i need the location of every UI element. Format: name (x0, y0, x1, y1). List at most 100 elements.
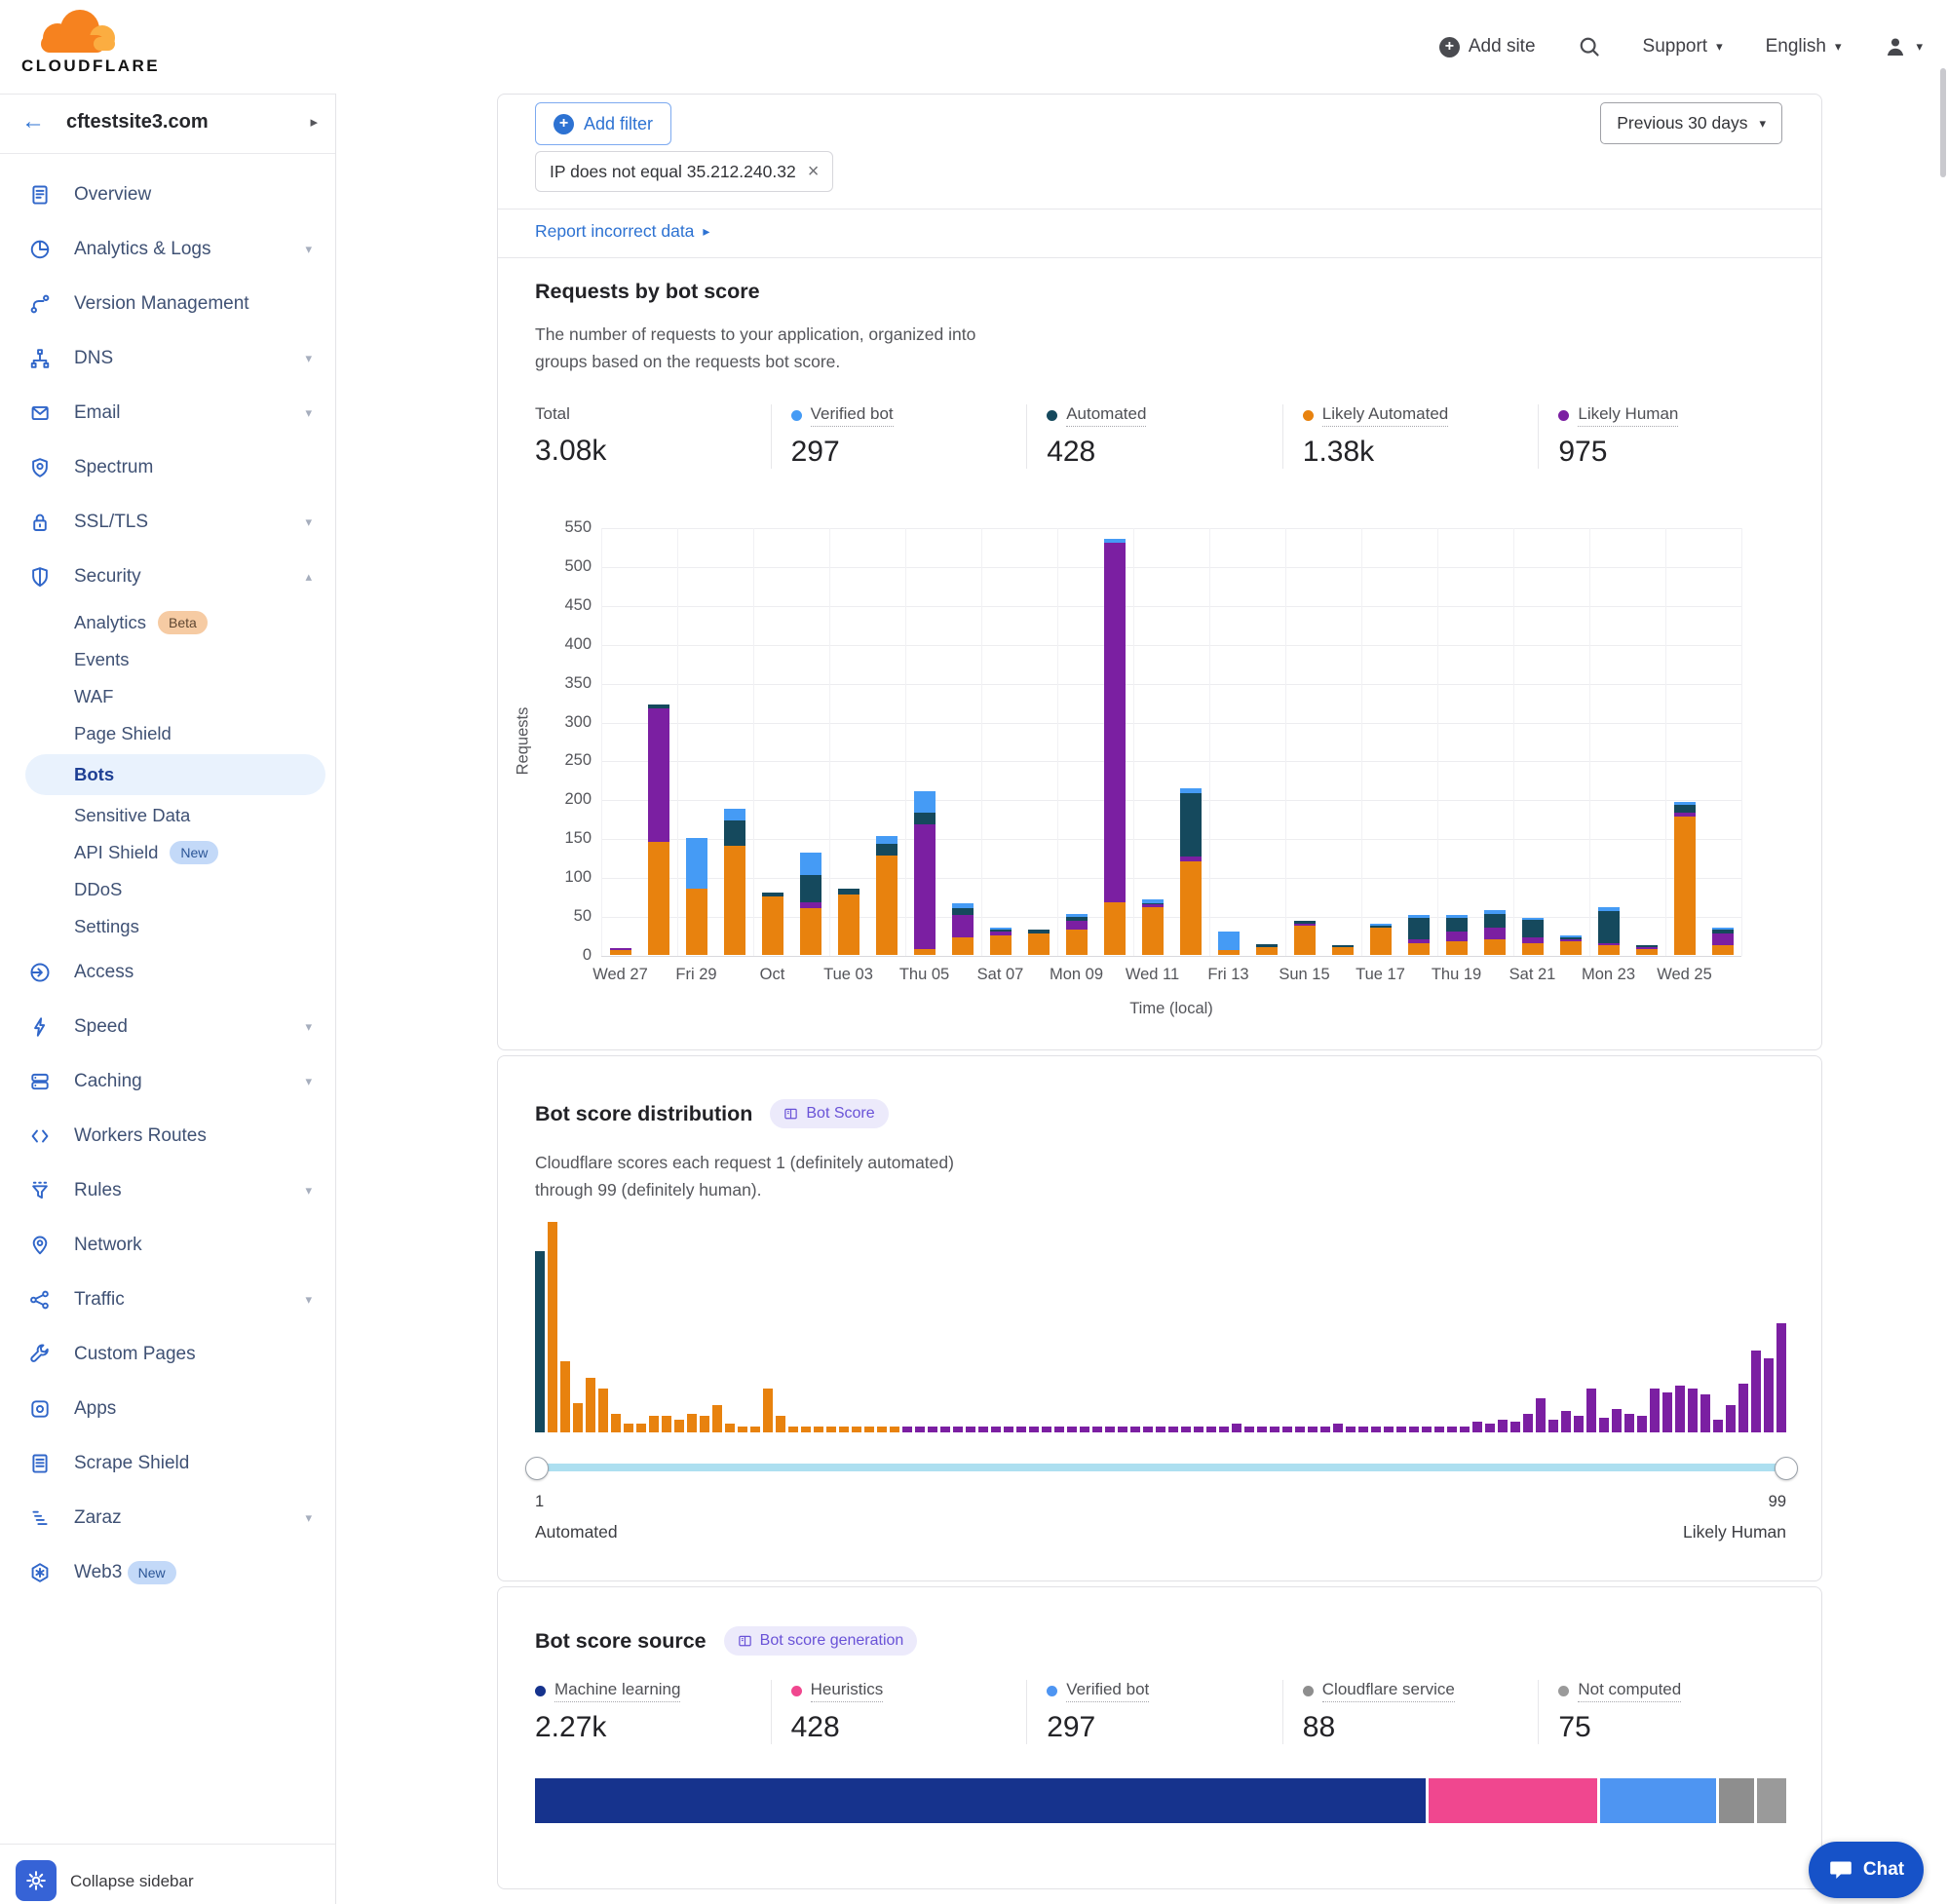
histogram-bar-score-11 (662, 1415, 671, 1432)
filter-chip[interactable]: IP does not equal 35.212.240.32 × (535, 151, 834, 192)
bot-score-generation-badge[interactable]: Bot score generation (723, 1626, 918, 1656)
report-incorrect-data-link[interactable]: Report incorrect data ▸ (535, 221, 709, 242)
bar-segment-automated (837, 889, 859, 895)
sidebar-item-page-shield[interactable]: Page Shield (0, 715, 335, 752)
close-icon[interactable]: × (807, 160, 820, 182)
legend-dot (1047, 1686, 1058, 1696)
histogram-bar-score-52 (1181, 1426, 1191, 1432)
sidebar-item-bots[interactable]: Bots (25, 754, 325, 795)
add-filter-button[interactable]: + Add filter (535, 102, 672, 145)
sidebar-item-ssl-tls[interactable]: SSL/TLS ▾ (0, 495, 335, 550)
stacked-bar (875, 835, 898, 955)
sidebar-item-label: Web3 New (74, 1560, 176, 1585)
slider-handle-min[interactable] (525, 1457, 549, 1480)
stat-cloudflare-service: Cloudflare service 88 (1281, 1680, 1539, 1744)
bot-score-badge[interactable]: Bot Score (770, 1099, 889, 1128)
bar-segment-verified-bot (723, 808, 745, 820)
web3-icon (31, 1563, 49, 1582)
sidebar-item-settings[interactable]: Settings (0, 908, 335, 945)
bot-score-badge-label: Bot Score (806, 1105, 875, 1122)
score-range-slider-track[interactable] (535, 1464, 1786, 1471)
histogram-bar-score-29 (890, 1426, 899, 1432)
sidebar-item-events[interactable]: Events (0, 641, 335, 678)
sidebar-item-waf[interactable]: WAF (0, 678, 335, 715)
site-switcher[interactable]: ← cftestsite3.com ▸ (0, 95, 335, 154)
sidebar-item-workers-routes[interactable]: Workers Routes (0, 1109, 335, 1163)
chat-button[interactable]: Chat (1809, 1842, 1924, 1898)
bar-segment-likely-human (1179, 857, 1202, 862)
sidebar-item-apps[interactable]: Apps (0, 1382, 335, 1436)
sidebar-item-analytics-logs[interactable]: Analytics & Logs ▾ (0, 222, 335, 277)
stat-likely-automated: Likely Automated 1.38k (1281, 404, 1539, 469)
histogram-bar-score-35 (966, 1426, 975, 1432)
bar-segment-likely-human (1445, 932, 1468, 941)
histogram-bar-score-51 (1168, 1426, 1178, 1432)
sidebar-item-speed[interactable]: Speed ▾ (0, 1000, 335, 1054)
settings-gear-button[interactable] (16, 1860, 57, 1901)
search-button[interactable] (1579, 36, 1600, 57)
sidebar-item-custom-pages[interactable]: Custom Pages (0, 1327, 335, 1382)
legend-dot (1047, 410, 1058, 421)
bar-segment-likely-automated (837, 894, 859, 955)
y-tick-label: 350 (564, 673, 592, 692)
histogram-bar-score-68 (1384, 1426, 1394, 1432)
sidebar-item-access[interactable]: Access (0, 945, 335, 1000)
sidebar-item-email[interactable]: Email ▾ (0, 386, 335, 440)
histogram-bar-score-27 (864, 1426, 874, 1432)
slider-handle-max[interactable] (1775, 1457, 1798, 1480)
stacked-bar (685, 838, 707, 955)
sidebar-item-traffic[interactable]: Traffic ▾ (0, 1273, 335, 1327)
sidebar-item-api-shield[interactable]: API Shield New (0, 834, 335, 871)
sidebar-item-zaraz[interactable]: Zaraz ▾ (0, 1491, 335, 1545)
account-menu[interactable]: ▾ (1884, 35, 1923, 58)
language-menu[interactable]: English ▾ (1766, 36, 1842, 57)
sidebar-item-caching[interactable]: Caching ▾ (0, 1054, 335, 1109)
stacked-bar (1559, 935, 1582, 955)
x-axis-title: Time (local) (1129, 1000, 1213, 1017)
stat-label: Machine learning (554, 1680, 681, 1702)
back-arrow-icon[interactable]: ← (21, 108, 45, 134)
bar-segment-automated (1141, 902, 1164, 905)
histogram-bar-score-53 (1194, 1426, 1203, 1432)
stat-label: Heuristics (810, 1680, 884, 1702)
histogram-bar-score-85 (1599, 1417, 1609, 1432)
bar-segment-likely-human (1141, 904, 1164, 907)
stat-total: Total 3.08k (535, 404, 771, 469)
y-tick-label: 500 (564, 556, 592, 575)
bar-segment-likely-automated (1597, 945, 1620, 955)
histogram-bar-score-41 (1042, 1426, 1051, 1432)
sidebar-item-spectrum[interactable]: Spectrum (0, 440, 335, 495)
sidebar-item-scrape-shield[interactable]: Scrape Shield (0, 1436, 335, 1491)
bar-segment-likely-automated (1711, 945, 1734, 955)
sidebar-item-sensitive-data[interactable]: Sensitive Data (0, 797, 335, 834)
sidebar-item-version-management[interactable]: Version Management (0, 277, 335, 331)
sidebar-item-label: Custom Pages (74, 1344, 196, 1364)
add-site-button[interactable]: + Add site (1438, 36, 1536, 57)
chevron-down-icon: ▾ (305, 405, 312, 420)
sidebar-item-analytics[interactable]: Analytics Beta (0, 604, 335, 641)
sidebar-item-dns[interactable]: DNS ▾ (0, 331, 335, 386)
sidebar-item-web3[interactable]: Web3 New (0, 1545, 335, 1600)
source-stats-row: Machine learning 2.27k Heuristics 428 Verifi… (535, 1680, 1794, 1744)
y-tick-label: 50 (573, 907, 592, 926)
bar-segment-likely-human (1103, 542, 1126, 902)
support-menu[interactable]: Support ▾ (1643, 36, 1723, 57)
sidebar-item-ddos[interactable]: DDoS (0, 871, 335, 908)
histogram-bar-score-19 (763, 1388, 773, 1432)
sidebar-item-overview[interactable]: Overview (0, 168, 335, 222)
scrollbar-thumb[interactable] (1940, 68, 1946, 177)
add-site-label: Add site (1468, 36, 1536, 57)
cloudflare-logo[interactable]: CLOUDFLARE (21, 6, 158, 88)
bar-segment-likely-human (1483, 928, 1506, 940)
stacked-bar (723, 808, 745, 955)
collapse-sidebar-button[interactable]: Collapse sidebar (70, 1872, 194, 1890)
sidebar-item-network[interactable]: Network (0, 1218, 335, 1273)
histogram-bar-score-17 (738, 1426, 747, 1432)
distribution-description-line2: through 99 (definitely human). (535, 1180, 762, 1200)
date-range-selector[interactable]: Previous 30 days ▾ (1600, 102, 1782, 144)
chat-bubble-icon (1830, 1861, 1852, 1879)
bar-segment-likely-human (1673, 812, 1696, 817)
sidebar-item-security[interactable]: Security ▴ (0, 550, 335, 604)
sidebar-item-rules[interactable]: Rules ▾ (0, 1163, 335, 1218)
chevron-right-icon[interactable]: ▸ (310, 114, 318, 131)
